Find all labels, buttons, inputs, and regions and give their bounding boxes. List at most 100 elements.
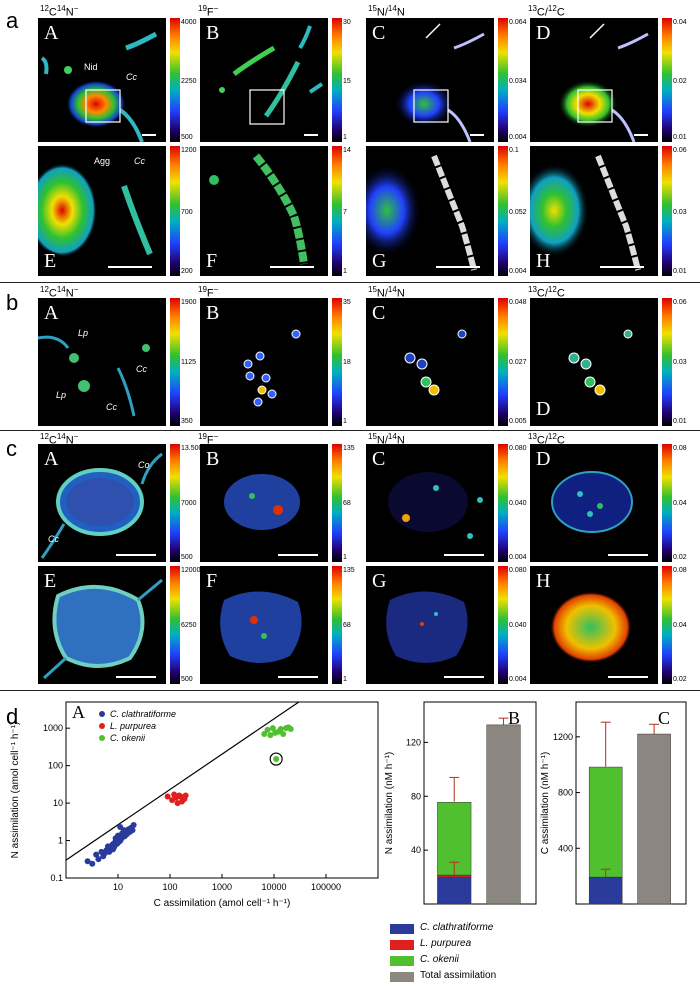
legend-marker — [99, 711, 105, 717]
subpanel-letter: A — [44, 22, 59, 44]
colorbar — [332, 146, 342, 276]
nanosims-image-a-A: A Nid Cc — [38, 18, 166, 142]
colorbar-min: 0.01 — [673, 418, 687, 425]
subpanel-letter: H — [536, 250, 551, 272]
subpanel-letter: A — [72, 702, 85, 722]
colorbar-mid: 0.034 — [509, 78, 527, 85]
subpanel-letter: C — [372, 22, 386, 44]
colorbar-max: 12000 — [181, 567, 201, 574]
colorbar-max: 13.500 — [181, 445, 203, 452]
data-point — [164, 793, 171, 800]
panel-divider — [0, 430, 700, 431]
scale-bar — [108, 266, 152, 268]
nanosims-image-a-C: C — [366, 18, 494, 142]
colorbar-mid: 6250 — [181, 622, 197, 629]
colorbar-min: 500 — [181, 134, 193, 141]
subpanel-letter: E — [44, 250, 57, 272]
y-tick-label: 120 — [406, 737, 421, 747]
y-tick-label: 80 — [411, 791, 421, 801]
x-tick-label: 10000 — [261, 882, 286, 892]
colorbar-max: 4000 — [181, 19, 197, 26]
subpanel-letter: G — [372, 570, 387, 592]
colorbar-mid: 18 — [343, 359, 351, 366]
subpanel-letter: C — [372, 302, 386, 324]
nanosims-image-a-G: G — [366, 146, 494, 276]
subpanel-letter: F — [206, 570, 218, 592]
scale-bar — [444, 676, 484, 678]
colorbar-min: 0.004 — [509, 554, 527, 561]
scale-bar — [116, 676, 156, 678]
annotation-cc: Cc — [106, 402, 117, 412]
bar-segment — [588, 766, 623, 878]
channel-header: 15N/14N — [368, 4, 405, 19]
data-point — [277, 726, 284, 733]
legend-swatch-total — [390, 972, 414, 982]
panel-c-label: c — [6, 436, 17, 461]
channel-header: 19F− — [198, 285, 219, 300]
colorbar-max: 0.06 — [673, 299, 687, 306]
annotation-cc: Cc — [126, 72, 137, 82]
annotation-co: Co — [138, 460, 150, 470]
scale-bar — [278, 676, 318, 678]
nanosims-image-c-B: B — [200, 444, 328, 562]
colorbar-min: 500 — [181, 554, 193, 561]
colorbar-min: 0.01 — [673, 134, 687, 141]
data-point — [280, 730, 287, 737]
legend-label: Total assimilation — [420, 970, 497, 981]
y-tick-label: 800 — [558, 788, 573, 798]
data-point — [269, 725, 276, 732]
subpanel-letter: C — [658, 708, 670, 728]
nanosims-image-c-F: F — [200, 566, 328, 684]
nanosims-image-c-D: D — [530, 444, 658, 562]
colorbar — [662, 566, 672, 684]
nanosims-image-b-C: C — [366, 298, 494, 426]
colorbar-mid: 0.04 — [673, 622, 687, 629]
colorbar-mid: 0.027 — [509, 359, 527, 366]
data-point — [273, 756, 280, 763]
n-assimilation-bar-chart: 40 80 120 N assimilation (nM h⁻¹) B — [384, 701, 537, 905]
subpanel-letter: B — [508, 708, 520, 728]
colorbar-min: 1 — [343, 418, 347, 425]
data-point — [129, 827, 136, 834]
legend-swatch-okenii — [390, 956, 414, 966]
legend-label: C. okenii — [420, 954, 459, 965]
subpanel-letter: B — [206, 302, 220, 324]
subpanel-letter: D — [536, 398, 551, 420]
panel-divider — [0, 690, 700, 691]
colorbar-max: 0.08 — [673, 445, 687, 452]
channel-header: 13C/12C — [528, 285, 565, 300]
annotation-cc: Cc — [134, 156, 145, 166]
colorbar-mid: 0.02 — [673, 78, 687, 85]
colorbar-mid: 700 — [181, 209, 193, 216]
panel-a-label: a — [6, 8, 19, 33]
legend-swatch-clathratiforme — [390, 924, 414, 934]
colorbar — [498, 298, 508, 426]
channel-header: 13C/12C — [528, 4, 565, 19]
colorbar-min: 200 — [181, 268, 193, 275]
channel-header: 13C/12C — [528, 432, 565, 447]
colorbar — [332, 566, 342, 684]
legend-label: C. okenii — [110, 733, 146, 743]
channel-header: 12C14N− — [40, 432, 79, 447]
nanosims-image-a-E: E Agg Cc — [38, 146, 166, 276]
annotation-cc: Cc — [136, 364, 147, 374]
colorbar-min: 1 — [343, 554, 347, 561]
colorbar-min: 350 — [181, 418, 193, 425]
subpanel-letter: F — [206, 250, 218, 272]
data-point — [115, 839, 121, 846]
nanosims-image-a-D: D — [530, 18, 658, 142]
colorbar-max: 35 — [343, 299, 351, 306]
y-axis-label: N assimilation (nM h⁻¹) — [384, 752, 395, 855]
colorbar — [498, 18, 508, 142]
colorbar-max: 0.08 — [673, 567, 687, 574]
colorbar — [332, 298, 342, 426]
scale-bar — [304, 134, 318, 136]
bar-segment — [588, 877, 623, 905]
colorbar-mid: 0.040 — [509, 500, 527, 507]
colorbar-max: 0.064 — [509, 19, 527, 26]
data-point — [171, 791, 178, 798]
data-point — [182, 792, 189, 799]
colorbar-mid: 68 — [343, 622, 351, 629]
subpanel-letter: A — [44, 448, 59, 470]
colorbar-mid: 1125 — [181, 359, 197, 366]
